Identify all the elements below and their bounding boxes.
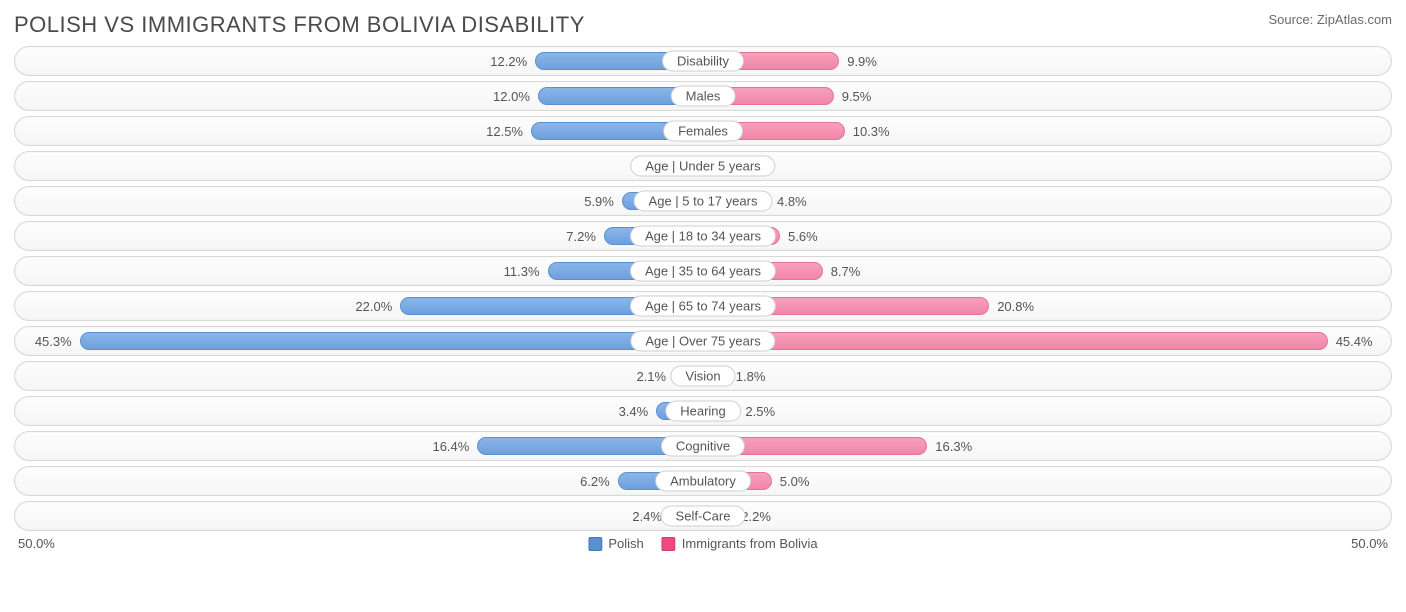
chart-row: 1.6%1.1%Age | Under 5 years bbox=[14, 151, 1392, 181]
value-label-left: 12.2% bbox=[490, 47, 533, 75]
legend-label-left: Polish bbox=[608, 536, 643, 551]
category-label: Self-Care bbox=[661, 506, 746, 527]
chart-row: 12.0% 9.5% Males bbox=[14, 81, 1392, 111]
value-label-left: 22.0% bbox=[355, 292, 398, 320]
chart-row: 3.4% 2.5%Hearing bbox=[14, 396, 1392, 426]
category-label: Age | Under 5 years bbox=[630, 156, 775, 177]
value-label-left: 6.2% bbox=[580, 467, 616, 495]
value-label-left: 3.4% bbox=[619, 397, 655, 425]
category-label: Age | 35 to 64 years bbox=[630, 261, 776, 282]
chart-row: 6.2% 5.0% Ambulatory bbox=[14, 466, 1392, 496]
chart-footer: 50.0% Polish Immigrants from Bolivia 50.… bbox=[14, 536, 1392, 558]
category-label: Cognitive bbox=[661, 436, 745, 457]
category-label: Females bbox=[663, 121, 743, 142]
legend-label-right: Immigrants from Bolivia bbox=[682, 536, 818, 551]
value-label-right: 9.9% bbox=[841, 47, 877, 75]
chart-legend: Polish Immigrants from Bolivia bbox=[588, 536, 817, 551]
category-label: Hearing bbox=[665, 401, 741, 422]
legend-item-right: Immigrants from Bolivia bbox=[662, 536, 818, 551]
category-label: Males bbox=[671, 86, 736, 107]
chart-row: 12.5% 10.3% Females bbox=[14, 116, 1392, 146]
value-label-left: 12.0% bbox=[493, 82, 536, 110]
value-label-left: 45.3% bbox=[35, 327, 78, 355]
value-label-right: 9.5% bbox=[836, 82, 872, 110]
category-label: Age | 18 to 34 years bbox=[630, 226, 776, 247]
chart-header: POLISH VS IMMIGRANTS FROM BOLIVIA DISABI… bbox=[14, 12, 1392, 38]
value-label-left: 12.5% bbox=[486, 117, 529, 145]
value-label-right: 8.7% bbox=[825, 257, 861, 285]
value-label-right: 16.3% bbox=[929, 432, 972, 460]
chart-title: POLISH VS IMMIGRANTS FROM BOLIVIA DISABI… bbox=[14, 12, 585, 38]
value-label-left: 11.3% bbox=[504, 257, 546, 285]
category-label: Disability bbox=[662, 51, 744, 72]
chart-row: 7.2% 5.6% Age | 18 to 34 years bbox=[14, 221, 1392, 251]
chart-row: 16.4% 16.3% Cognitive bbox=[14, 431, 1392, 461]
chart-row: 11.3% 8.7% Age | 35 to 64 years bbox=[14, 256, 1392, 286]
chart-row: 22.0% 20.8% Age | 65 to 74 years bbox=[14, 291, 1392, 321]
diverging-bar-chart: 12.2% 9.9% Disability 12.0% 9.5% Males 12.5% 10… bbox=[14, 46, 1392, 531]
chart-row: 5.9% 4.8%Age | 5 to 17 years bbox=[14, 186, 1392, 216]
value-label-right: 4.8% bbox=[771, 187, 807, 215]
value-label-right: 2.5% bbox=[739, 397, 775, 425]
chart-row: 12.2% 9.9% Disability bbox=[14, 46, 1392, 76]
chart-source: Source: ZipAtlas.com bbox=[1268, 12, 1392, 27]
bar-left bbox=[80, 332, 703, 350]
category-label: Age | 65 to 74 years bbox=[630, 296, 776, 317]
category-label: Age | 5 to 17 years bbox=[634, 191, 773, 212]
value-label-right: 5.6% bbox=[782, 222, 818, 250]
category-label: Ambulatory bbox=[655, 471, 751, 492]
value-label-right: 20.8% bbox=[991, 292, 1034, 320]
axis-max-left: 50.0% bbox=[18, 536, 55, 551]
value-label-left: 5.9% bbox=[584, 187, 620, 215]
value-label-right: 45.4% bbox=[1330, 327, 1373, 355]
value-label-left: 7.2% bbox=[566, 222, 602, 250]
category-label: Vision bbox=[670, 366, 735, 387]
bar-right bbox=[703, 332, 1328, 350]
chart-row: 2.4%2.2%Self-Care bbox=[14, 501, 1392, 531]
legend-item-left: Polish bbox=[588, 536, 643, 551]
legend-swatch-left bbox=[588, 537, 602, 551]
axis-max-right: 50.0% bbox=[1351, 536, 1388, 551]
value-label-right: 10.3% bbox=[847, 117, 890, 145]
chart-row: 2.1%1.8%Vision bbox=[14, 361, 1392, 391]
legend-swatch-right bbox=[662, 537, 676, 551]
value-label-left: 2.1% bbox=[636, 362, 672, 390]
value-label-left: 16.4% bbox=[432, 432, 475, 460]
category-label: Age | Over 75 years bbox=[630, 331, 775, 352]
value-label-right: 5.0% bbox=[774, 467, 810, 495]
chart-row: 45.3% 45.4% Age | Over 75 years bbox=[14, 326, 1392, 356]
